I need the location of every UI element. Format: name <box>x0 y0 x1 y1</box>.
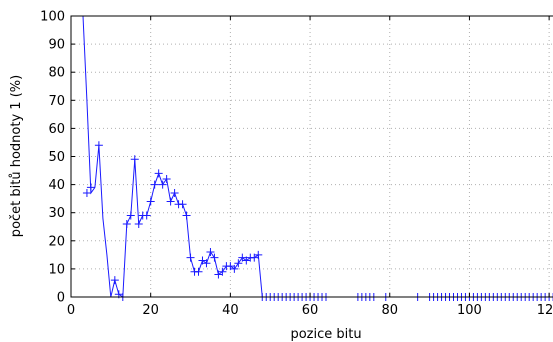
y-tick-label: 100 <box>40 10 65 25</box>
data-point <box>110 276 119 285</box>
data-point <box>146 197 155 206</box>
data-point <box>234 259 243 268</box>
data-point <box>122 219 131 228</box>
x-tick-label: 40 <box>222 303 239 318</box>
axis-ticks: 0 20 40 60 80 100 120 0 10 20 30 40 50 60 70 80 90 100 <box>40 10 553 319</box>
x-tick-label: 100 <box>457 303 482 318</box>
data-point <box>186 253 195 262</box>
y-tick-label: 10 <box>48 262 65 277</box>
x-tick-label: 80 <box>381 303 398 318</box>
x-tick-label: 0 <box>67 303 75 318</box>
data-point <box>126 211 135 220</box>
data-point <box>178 200 187 209</box>
data-point <box>86 183 95 192</box>
x-tick-label: 120 <box>537 303 553 318</box>
y-tick-label: 60 <box>48 122 65 137</box>
data-point <box>206 248 215 257</box>
y-tick-label: 90 <box>48 38 65 53</box>
data-point <box>150 180 159 189</box>
y-tick-label: 80 <box>48 66 65 81</box>
y-tick-label: 0 <box>57 291 65 306</box>
data-point <box>94 141 103 150</box>
data-point <box>182 211 191 220</box>
data-point <box>194 267 203 276</box>
y-axis-label: počet bitů hodnoty 1 (%) <box>9 75 24 237</box>
data-point <box>162 174 171 183</box>
data-point <box>230 264 239 273</box>
data-point <box>130 155 139 164</box>
data-point <box>142 211 151 220</box>
data-point <box>210 253 219 262</box>
data-point <box>166 197 175 206</box>
y-tick-label: 40 <box>48 178 65 193</box>
data-point <box>134 219 143 228</box>
grid <box>71 16 553 297</box>
x-tick-label: 60 <box>302 303 319 318</box>
y-tick-label: 50 <box>48 150 65 165</box>
x-axis-label: pozice bitu <box>290 327 361 342</box>
series <box>82 15 553 298</box>
data-point <box>170 189 179 198</box>
y-tick-label: 20 <box>48 234 65 249</box>
data-point <box>218 267 227 276</box>
data-point <box>154 169 163 178</box>
markers <box>82 141 553 301</box>
data-point <box>254 250 263 259</box>
x-tick-label: 20 <box>142 303 159 318</box>
data-point <box>82 189 91 198</box>
data-point <box>158 180 167 189</box>
y-tick-label: 30 <box>48 206 65 221</box>
data-series-line <box>82 15 553 298</box>
y-tick-label: 70 <box>48 94 65 109</box>
data-point <box>202 259 211 268</box>
